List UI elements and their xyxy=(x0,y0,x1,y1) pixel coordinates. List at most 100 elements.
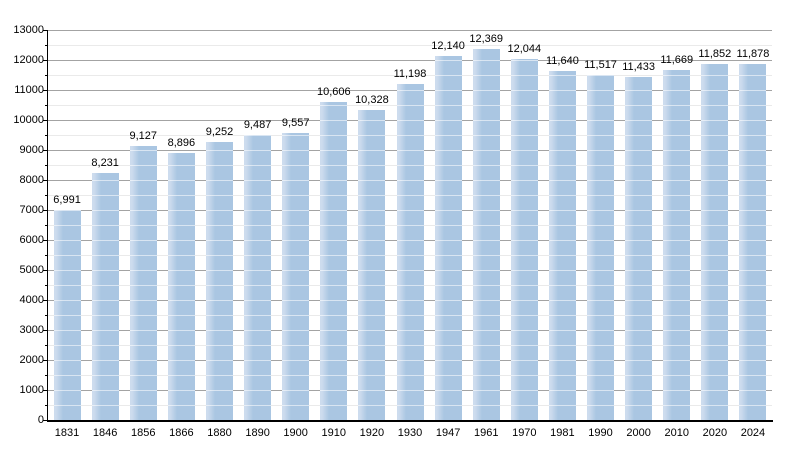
bar-value-label: 9,252 xyxy=(205,126,234,139)
y-axis-line xyxy=(47,30,48,421)
y-axis-tick-label: 7000 xyxy=(19,204,44,216)
bar xyxy=(396,84,424,420)
y-axis-tick-label: 4000 xyxy=(19,294,44,306)
y-axis-minor-tick xyxy=(45,345,48,346)
x-axis-tick-label: 1900 xyxy=(283,427,308,439)
y-axis-major-tick xyxy=(43,240,48,241)
bar xyxy=(701,64,729,420)
x-axis-tick-label: 1990 xyxy=(588,427,613,439)
y-axis-minor-tick xyxy=(45,285,48,286)
x-axis-tick-label: 1930 xyxy=(397,427,423,439)
minor-gridline xyxy=(48,45,772,46)
x-axis-tick-label: 1846 xyxy=(92,427,118,439)
x-axis-tick-label: 1947 xyxy=(435,427,461,439)
y-axis-tick-label: 0 xyxy=(37,414,44,426)
y-axis-tick-label: 13000 xyxy=(13,24,44,36)
minor-gridline xyxy=(48,75,772,76)
bar-value-label: 9,557 xyxy=(281,117,310,130)
x-axis-line xyxy=(47,420,773,422)
bar-value-label: 6,991 xyxy=(53,194,81,207)
bar-value-label: 9,487 xyxy=(243,119,272,132)
y-axis-minor-tick xyxy=(45,165,48,166)
bar-value-label: 11,669 xyxy=(660,53,694,66)
y-axis-minor-tick xyxy=(45,405,48,406)
bar-value-label: 9,127 xyxy=(129,130,158,143)
y-axis-major-tick xyxy=(43,330,48,331)
x-axis-tick-label: 1981 xyxy=(550,427,575,439)
x-axis-tick-label: 1910 xyxy=(321,427,347,439)
bar xyxy=(663,69,691,420)
bar xyxy=(167,153,195,420)
bar xyxy=(320,101,348,420)
bar xyxy=(625,77,653,420)
bar xyxy=(91,173,119,420)
y-axis-major-tick xyxy=(43,30,48,31)
x-axis-tick-label: 1970 xyxy=(512,427,537,439)
bar-value-label: 12,044 xyxy=(507,42,542,55)
bar xyxy=(472,48,500,420)
bar xyxy=(129,146,157,420)
y-axis-major-tick xyxy=(43,300,48,301)
bar xyxy=(510,58,538,420)
bar-value-label: 11,878 xyxy=(736,47,770,60)
y-axis-minor-tick xyxy=(45,45,48,46)
x-axis-tick-label: 1831 xyxy=(54,427,80,439)
bar xyxy=(434,55,462,420)
x-axis-tick-label: 1920 xyxy=(359,427,385,439)
bar xyxy=(53,210,81,420)
x-axis-tick-label: 1880 xyxy=(207,427,232,439)
y-axis-major-tick xyxy=(43,150,48,151)
bar xyxy=(587,74,615,420)
y-axis-minor-tick xyxy=(45,255,48,256)
bar-value-label: 11,852 xyxy=(698,48,732,61)
bar-value-label: 12,140 xyxy=(431,39,465,52)
y-axis-minor-tick xyxy=(45,375,48,376)
y-axis-tick-label: 6000 xyxy=(19,234,44,246)
y-axis-major-tick xyxy=(43,60,48,61)
bar-value-label: 8,231 xyxy=(91,157,119,170)
x-axis-tick-label: 2020 xyxy=(702,427,728,439)
bar xyxy=(244,135,272,420)
y-axis-tick-label: 12000 xyxy=(13,54,44,66)
y-axis-tick-label: 8000 xyxy=(19,174,44,186)
y-axis-major-tick xyxy=(43,90,48,91)
bar-value-label: 10,606 xyxy=(316,85,351,98)
y-axis-minor-tick xyxy=(45,315,48,316)
bar-value-label: 12,369 xyxy=(469,32,504,45)
x-axis-tick-label: 2024 xyxy=(740,427,766,439)
bar xyxy=(282,133,310,420)
x-axis-tick-label: 1890 xyxy=(245,427,270,439)
bar xyxy=(358,110,386,420)
x-axis-tick-label: 2010 xyxy=(664,427,689,439)
major-gridline xyxy=(48,30,772,31)
plot-area: 6,991 8,231 9,127 8,896 9,252 9,487 9,557 10,60… xyxy=(48,30,772,420)
y-axis-major-tick xyxy=(43,420,48,421)
y-axis-major-tick xyxy=(43,390,48,391)
y-axis-major-tick xyxy=(43,120,48,121)
bar-value-label: 11,640 xyxy=(545,54,579,67)
y-axis-major-tick xyxy=(43,360,48,361)
y-axis-tick-label: 9000 xyxy=(19,144,44,156)
bar-value-label: 11,433 xyxy=(622,61,656,74)
y-axis-tick-label: 10000 xyxy=(13,114,44,126)
y-axis-tick-label: 2000 xyxy=(19,354,44,366)
bar-value-label: 11,198 xyxy=(393,68,427,81)
x-axis-tick-label: 2000 xyxy=(626,427,651,439)
bar xyxy=(205,142,233,420)
major-gridline xyxy=(48,60,772,61)
y-axis-minor-tick xyxy=(45,225,48,226)
y-axis-minor-tick xyxy=(45,195,48,196)
bar-value-label: 10,328 xyxy=(355,94,389,107)
y-axis-major-tick xyxy=(43,270,48,271)
bar xyxy=(739,63,767,420)
y-axis-major-tick xyxy=(43,210,48,211)
y-axis-major-tick xyxy=(43,180,48,181)
y-axis-tick-label: 5000 xyxy=(19,264,44,276)
bar-value-label: 11,517 xyxy=(584,58,617,71)
y-axis-tick-label: 11000 xyxy=(14,84,44,96)
bar xyxy=(548,70,576,420)
x-axis-tick-label: 1961 xyxy=(473,427,499,439)
y-axis-tick-label: 1000 xyxy=(19,384,44,396)
x-axis-tick-label: 1866 xyxy=(169,427,194,439)
